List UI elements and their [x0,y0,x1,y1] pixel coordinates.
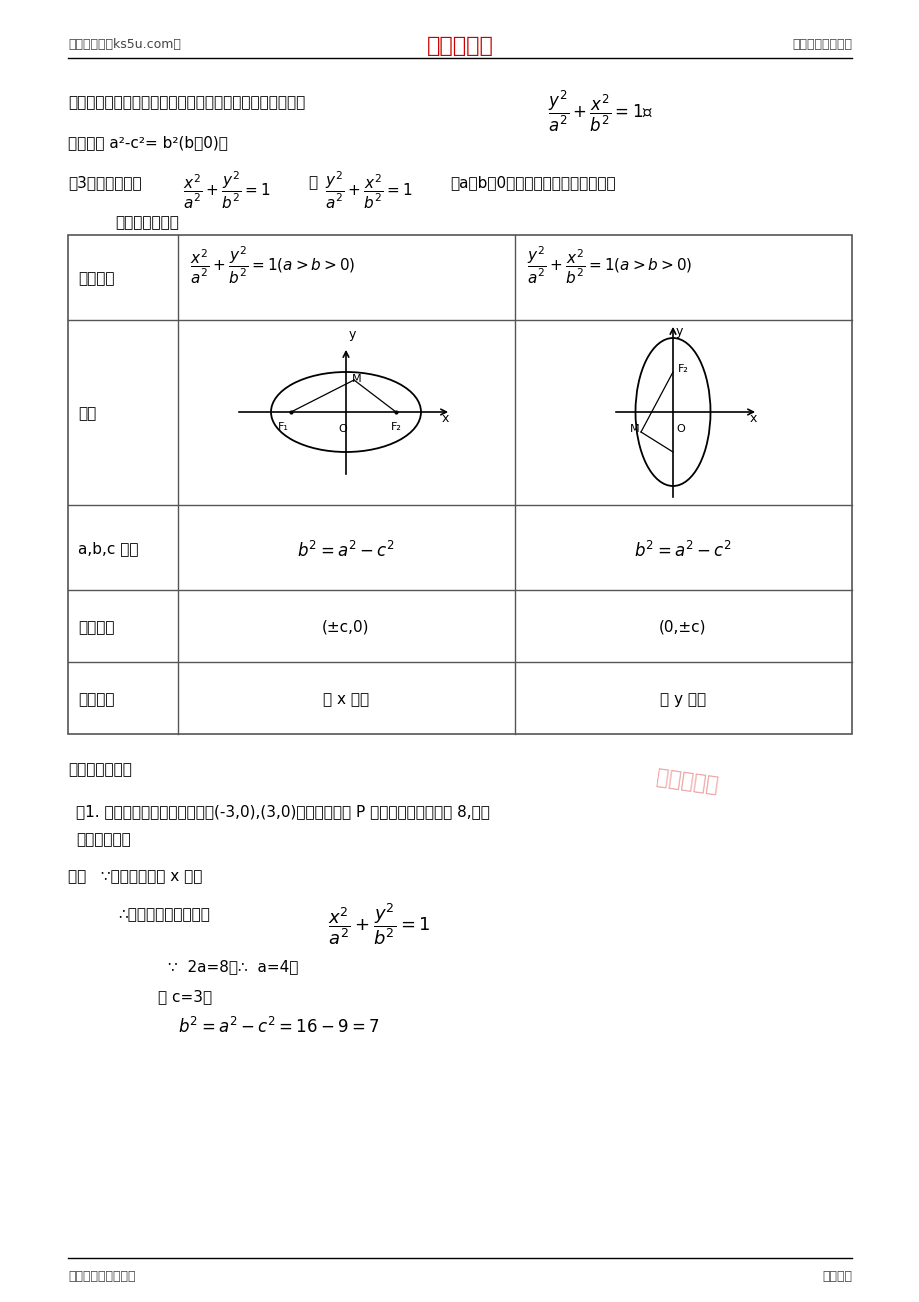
Text: M: M [630,424,639,434]
Text: O: O [337,424,346,434]
Text: 图形: 图形 [78,406,96,421]
Text: 标准方程: 标准方程 [78,271,114,286]
Text: ∴设它的标准方程为：: ∴设它的标准方程为： [118,907,210,922]
Text: 又 c=3，: 又 c=3， [158,990,212,1004]
Text: （三）例题精析: （三）例题精析 [68,762,131,777]
Text: x: x [441,411,448,424]
Text: $\dfrac{y^2}{a^2}+\dfrac{x^2}{b^2}=1(a>b>0)$: $\dfrac{y^2}{a^2}+\dfrac{x^2}{b^2}=1(a>b… [527,245,692,286]
Text: 高考资源网: 高考资源网 [426,36,493,56]
Text: 焦点位置: 焦点位置 [78,691,114,707]
Text: a,b,c 关系: a,b,c 关系 [78,542,139,556]
Text: $\dfrac{x^2}{a^2}+\dfrac{y^2}{b^2}=1(a>b>0)$: $\dfrac{x^2}{a^2}+\dfrac{y^2}{b^2}=1(a>b… [190,245,355,286]
Text: $b^2=a^2-c^2$: $b^2=a^2-c^2$ [633,542,732,561]
Text: y: y [675,326,683,339]
Text: 解：   ∵椭圆的焦点在 x 轴上: 解： ∵椭圆的焦点在 x 轴上 [68,868,202,884]
Text: 高考资源网: 高考资源网 [654,767,719,796]
Text: 圆的标准方程: 圆的标准方程 [76,832,130,848]
Text: F₂: F₂ [677,365,688,374]
Bar [68,234,851,734]
Text: (0,±c): (0,±c) [659,620,706,635]
Text: （a＞b＞0）都叫做椭圆的标准方程。: （a＞b＞0）都叫做椭圆的标准方程。 [449,174,615,190]
Text: 和: 和 [308,174,317,190]
Text: 例1. 已知两个焦点的坐标分别是(-3,0),(3,0)，椭圆上一点 P 到两焦点距离和等于 8,求椭: 例1. 已知两个焦点的坐标分别是(-3,0),(3,0)，椭圆上一点 P 到两焦… [76,805,489,819]
Text: $\dfrac{x^2}{a^2}+\dfrac{y^2}{b^2}=1$: $\dfrac{x^2}{a^2}+\dfrac{y^2}{b^2}=1$ [328,901,430,947]
Text: 两种方程的异同: 两种方程的异同 [115,215,178,230]
Text: 在 x 轴上: 在 x 轴上 [323,691,369,707]
Text: (±c,0): (±c,0) [322,620,369,635]
Text: 侵权必究: 侵权必究 [821,1269,851,1282]
Text: y: y [348,328,356,341]
Text: F₁: F₁ [278,422,289,432]
Text: x: x [749,411,756,424]
Text: $b^2=a^2-c^2$: $b^2=a^2-c^2$ [297,542,394,561]
Text: O: O [675,424,684,434]
Text: M: M [352,374,361,384]
Text: $\dfrac{y^2}{a^2}+\dfrac{x^2}{b^2}=1$，: $\dfrac{y^2}{a^2}+\dfrac{x^2}{b^2}=1$， [548,89,652,134]
Text: $b^2=a^2-c^2=16-9=7$: $b^2=a^2-c^2=16-9=7$ [177,1017,379,1038]
Text: 高考资源网（ks5u.com）: 高考资源网（ks5u.com） [68,38,181,51]
Text: 您身边的高考专家: 您身边的高考专家 [791,38,851,51]
Text: 在 y 轴上: 在 y 轴上 [659,691,705,707]
Text: $\dfrac{y^2}{a^2}+\dfrac{x^2}{b^2}=1$: $\dfrac{y^2}{a^2}+\dfrac{x^2}{b^2}=1$ [324,171,412,211]
Text: $\dfrac{x^2}{a^2}+\dfrac{y^2}{b^2}=1$: $\dfrac{x^2}{a^2}+\dfrac{y^2}{b^2}=1$ [183,171,270,211]
Text: （3）评价：方程: （3）评价：方程 [68,174,142,190]
Text: 高考资源网版权所有: 高考资源网版权所有 [68,1269,135,1282]
Text: F₂: F₂ [391,422,402,432]
Text: 同样也有 a²-c²= b²(b＞0)。: 同样也有 a²-c²= b²(b＞0)。 [68,135,228,150]
Text: ∵  2a=8，∴  a=4，: ∵ 2a=8，∴ a=4， [168,960,298,974]
Text: 选定方案二建立坐标系，由学生完成方程化简过程，可得出: 选定方案二建立坐标系，由学生完成方程化简过程，可得出 [68,95,305,109]
Text: 焦点坐标: 焦点坐标 [78,620,114,635]
